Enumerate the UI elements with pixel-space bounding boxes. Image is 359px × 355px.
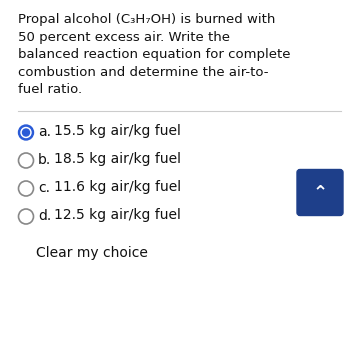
Text: 18.5 kg air/kg fuel: 18.5 kg air/kg fuel — [54, 153, 181, 166]
Text: c.: c. — [38, 180, 50, 195]
Text: 50 percent excess air. Write the: 50 percent excess air. Write the — [18, 31, 230, 44]
Circle shape — [19, 125, 33, 140]
FancyBboxPatch shape — [297, 169, 343, 215]
Text: Clear my choice: Clear my choice — [36, 246, 148, 261]
Text: balanced reaction equation for complete: balanced reaction equation for complete — [18, 48, 290, 61]
Text: 15.5 kg air/kg fuel: 15.5 kg air/kg fuel — [54, 125, 181, 138]
Text: Propal alcohol (C₃H₇OH) is burned with: Propal alcohol (C₃H₇OH) is burned with — [18, 13, 275, 26]
Text: b.: b. — [38, 153, 51, 166]
Circle shape — [21, 127, 31, 137]
Text: d.: d. — [38, 208, 51, 223]
Text: combustion and determine the air-to-: combustion and determine the air-to- — [18, 66, 269, 78]
Text: 11.6 kg air/kg fuel: 11.6 kg air/kg fuel — [54, 180, 181, 195]
Text: a.: a. — [38, 125, 51, 138]
Text: fuel ratio.: fuel ratio. — [18, 83, 82, 96]
Circle shape — [23, 129, 29, 136]
Text: ⌃: ⌃ — [312, 184, 327, 202]
Text: 12.5 kg air/kg fuel: 12.5 kg air/kg fuel — [54, 208, 181, 223]
